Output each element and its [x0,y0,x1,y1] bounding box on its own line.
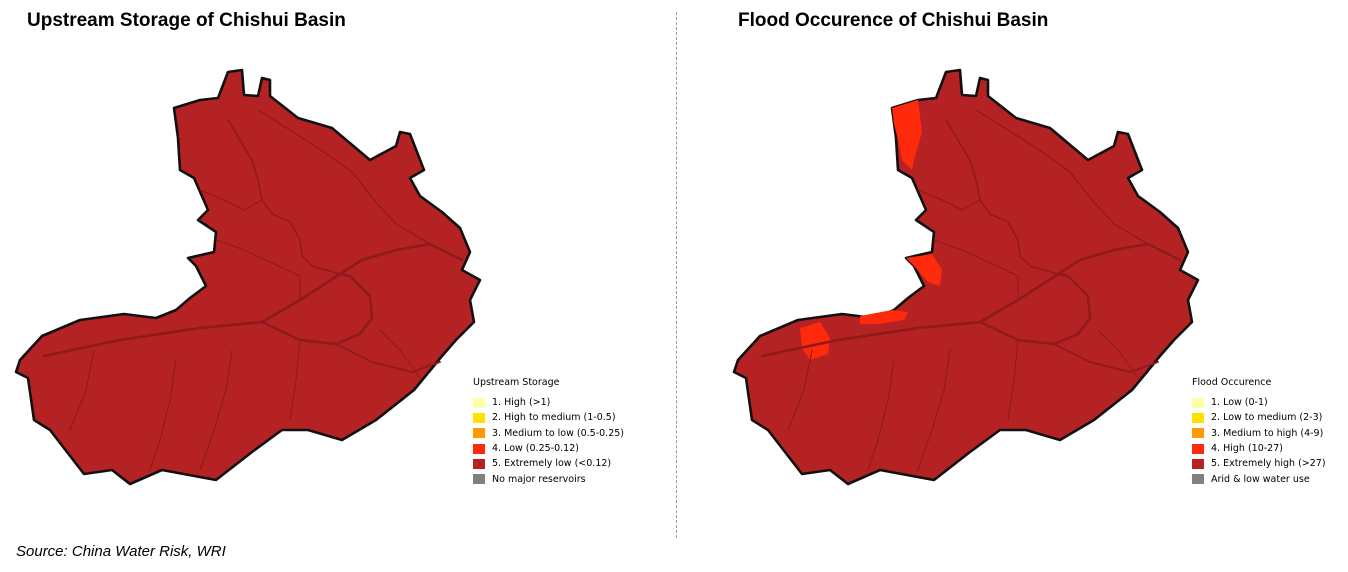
legend-item: Arid & low water use [1192,471,1326,486]
legend-swatch [1192,397,1204,408]
legend-swatch [473,397,485,408]
legend-label: 3. Medium to high (4-9) [1211,427,1324,439]
legend-item: 4. High (10-27) [1192,441,1326,456]
legend-label: 3. Medium to low (0.5-0.25) [492,427,624,439]
legend-label: 5. Extremely low (<0.12) [492,458,612,470]
legend-label: No major reservoirs [492,473,586,485]
legend-item: 5. Extremely low (<0.12) [473,456,624,471]
high-flood-zones [800,100,942,360]
flood-occurence-legend: Flood Occurence 1. Low (0-1) 2. Low to me… [1192,377,1326,487]
legend-item: No major reservoirs [473,471,624,486]
upstream-storage-legend: Upstream Storage 1. High (>1) 2. High to … [473,377,624,487]
legend-swatch [473,428,485,439]
legend-swatch [1192,443,1204,454]
legend-label: 4. Low (0.25-0.12) [492,443,579,455]
panel-divider [676,12,677,538]
basin-shape [732,68,1200,486]
legend-item: 2. Low to medium (2-3) [1192,410,1326,425]
high-flood-zone-west [800,322,830,360]
legend-label: 2. High to medium (1-0.5) [492,412,616,424]
legend-swatch [1192,428,1204,439]
legend-item: 5. Extremely high (>27) [1192,456,1326,471]
legend-title: Upstream Storage [473,377,560,388]
source-note: Source: China Water Risk, WRI [16,543,226,560]
right-basin-map [732,68,1200,486]
legend-title: Flood Occurence [1192,377,1272,388]
legend-label: Arid & low water use [1211,473,1310,485]
high-flood-zone-strip [860,310,908,324]
basin-shape [14,68,482,486]
river-network [760,109,1182,471]
high-flood-zone-north [892,100,922,170]
right-map-title: Flood Occurence of Chishui Basin [738,10,1049,31]
left-map-title: Upstream Storage of Chishui Basin [27,10,346,31]
legend-item: 4. Low (0.25-0.12) [473,441,624,456]
legend-swatch [473,412,485,423]
legend-label: 1. High (>1) [492,397,551,409]
legend-swatch [1192,412,1204,423]
legend-label: 2. Low to medium (2-3) [1211,412,1323,424]
legend-item: 3. Medium to low (0.5-0.25) [473,426,624,441]
legend-swatch [1192,474,1204,485]
legend-swatch [473,458,485,469]
legend-item: 3. Medium to high (4-9) [1192,426,1326,441]
legend-item: 2. High to medium (1-0.5) [473,410,624,425]
legend-swatch [1192,458,1204,469]
high-flood-zone-central [906,254,942,286]
legend-item: 1. Low (0-1) [1192,395,1326,410]
legend-swatch [473,474,485,485]
legend-swatch [473,443,485,454]
legend-label: 4. High (10-27) [1211,443,1283,455]
legend-label: 1. Low (0-1) [1211,397,1268,409]
left-basin-map [14,68,482,486]
legend-item: 1. High (>1) [473,395,624,410]
legend-label: 5. Extremely high (>27) [1211,458,1326,470]
river-network [42,109,464,471]
